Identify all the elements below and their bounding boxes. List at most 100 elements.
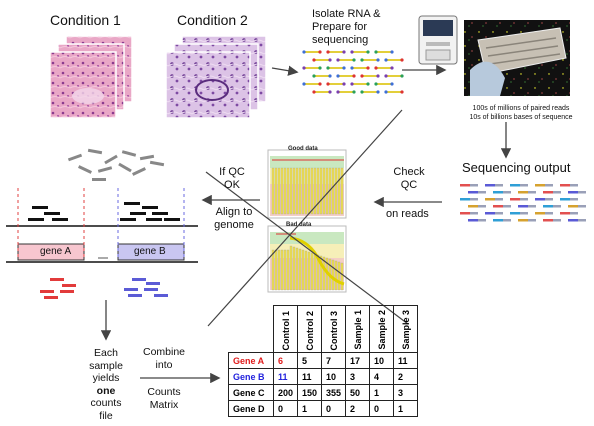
read-segment [520, 212, 528, 215]
rna-fragment-end [302, 50, 306, 54]
rna-fragment-end [400, 58, 404, 62]
qc-bar [274, 167, 278, 215]
aligned-read [152, 212, 168, 215]
qc-bar [280, 249, 284, 291]
qc-bar [298, 167, 302, 215]
unaligned-read [97, 166, 113, 173]
matrix-cell: 0 [369, 400, 394, 417]
rna-fragment-end [312, 58, 316, 62]
qc-bar [298, 248, 302, 291]
read-segment [503, 219, 511, 222]
read-segment [560, 184, 570, 187]
matrix-cell: 11 [297, 368, 322, 385]
matrix-column-header: Sample 2 [369, 305, 394, 353]
read-segment [470, 212, 478, 215]
aligned-read [130, 212, 146, 215]
rna-fragments [302, 50, 404, 94]
unaligned-read [139, 154, 155, 161]
read-segment [535, 198, 545, 201]
rna-fragment-end [376, 58, 380, 62]
read-segment [485, 212, 495, 215]
matrix-cell: 4 [369, 368, 394, 385]
read-segment [518, 219, 528, 222]
matrix-cell: 1 [393, 400, 418, 417]
gene-b-read [146, 282, 160, 285]
read-segment [578, 219, 586, 222]
rna-fragment-end [384, 90, 388, 94]
read-segment [485, 184, 495, 187]
qc-bar [316, 167, 320, 215]
gene-b-read [124, 288, 138, 291]
aligned-read [120, 218, 136, 221]
qc-bar [307, 167, 311, 215]
if-qc-ok-label: If QC OK [219, 166, 245, 191]
read-segment [518, 205, 528, 208]
read-segment [460, 198, 470, 201]
paired-reads [460, 184, 586, 222]
gene-b-read [132, 278, 146, 281]
read-segment [460, 212, 470, 215]
qc-bar [301, 249, 305, 291]
matrix-column-label: Sample 2 [376, 310, 387, 350]
qc-bar [292, 167, 296, 215]
rna-fragment-end [400, 74, 404, 78]
unaligned-read [87, 148, 103, 155]
qc-bar [271, 167, 275, 215]
read-segment [520, 198, 528, 201]
qc-bar [334, 260, 338, 291]
rna-fragment-end [374, 82, 378, 86]
rna-fragment-end [302, 82, 306, 86]
read-segment [528, 205, 536, 208]
each-sample-label: Each sample yields one counts file [89, 347, 123, 422]
read-segment [568, 205, 578, 208]
qc-good-title: Good data [288, 146, 318, 152]
read-segment [478, 205, 486, 208]
rna-fragment-end [312, 74, 316, 78]
rna-fragment-end [328, 74, 332, 78]
aligned-read [32, 206, 48, 209]
matrix-cell: 7 [321, 352, 346, 369]
matrix-column-header: Control 3 [321, 305, 346, 353]
aligned-read [28, 218, 44, 221]
condition-1-label: Condition 1 [50, 12, 121, 28]
unaligned-read [149, 160, 165, 167]
read-segment [485, 198, 495, 201]
arrow-tissue-to-rna [271, 65, 299, 76]
qc-bar [340, 167, 344, 215]
rna-fragment-end [336, 74, 340, 78]
qc-bar [337, 167, 341, 215]
read-segment [520, 184, 528, 187]
matrix-cell: 150 [297, 384, 322, 401]
rna-fragment-end [342, 66, 346, 70]
read-segment [518, 191, 528, 194]
qc-bar [280, 167, 284, 215]
read-segment [560, 198, 570, 201]
rna-fragment-end [302, 66, 306, 70]
qc-cross-line-2 [207, 109, 403, 327]
read-segment [570, 198, 578, 201]
flow-cell-photo [464, 20, 570, 96]
matrix-column-label: Control 3 [328, 310, 339, 351]
on-reads-label: on reads [386, 208, 429, 220]
matrix-column-header: Control 2 [297, 305, 322, 353]
read-segment [495, 184, 503, 187]
unaligned-read [78, 165, 92, 174]
matrix-row: Gene C 200 150 355 50 1 3 [228, 384, 418, 401]
read-segment [543, 205, 553, 208]
rna-fragment-end [366, 50, 370, 54]
matrix-cell: 10 [321, 368, 346, 385]
matrix-gene-name: Gene C [228, 384, 274, 401]
rna-fragment-end [384, 58, 388, 62]
rna-fragment-end [360, 74, 364, 78]
qc-bar [310, 167, 314, 215]
aligned-read [124, 202, 140, 205]
matrix-corner [228, 305, 274, 353]
read-segment [510, 184, 520, 187]
condition-2-label: Condition 2 [177, 12, 248, 28]
rna-fragment-end [342, 50, 346, 54]
qc-bar [283, 167, 287, 215]
combine-label: Combine into [142, 346, 186, 371]
counts-matrix-label: Counts Matrix [147, 386, 181, 411]
